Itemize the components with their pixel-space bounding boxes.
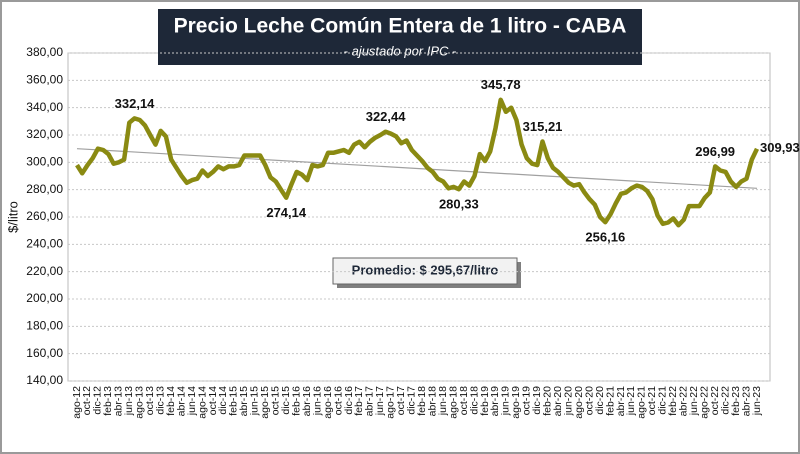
x-tick-label: oct-21 [646,386,658,415]
x-tick-label: abr-14 [175,386,187,417]
x-tick-label: ago-15 [259,386,271,419]
x-tick-label: feb-23 [730,386,742,416]
x-tick-label: ago-12 [71,386,83,419]
y-tick-label: 300,00 [26,155,63,169]
x-tick-label: jun-23 [751,386,763,416]
x-tick-label: dic-14 [217,386,229,415]
x-tick-label: dic-18 [468,386,480,415]
x-tick-label: feb-18 [416,386,428,416]
trend-line [76,148,758,189]
x-tick-label: dic-17 [406,386,418,415]
x-tick-label: ago-19 [510,386,522,419]
x-tick-label: jun-14 [186,386,198,416]
x-tick-label: feb-21 [604,386,616,416]
x-tick-label: abr-19 [489,386,501,417]
x-tick-label: oct-16 [332,386,344,415]
data-label: 280,33 [439,197,479,212]
x-tick-label: feb-16 [290,386,302,416]
y-tick-label: 160,00 [26,346,63,360]
annotation: Promedio: $ 295,67/litro [352,262,499,277]
x-tick-label: abr-13 [113,386,125,417]
x-tick-label: abr-21 [615,386,627,417]
chart-title: Precio Leche Común Entera de 1 litro - C… [174,15,627,38]
x-tick-label: dic-12 [92,386,104,415]
data-label: 309,93 [760,140,800,155]
x-tick-label: oct-18 [458,386,470,415]
y-tick-label: 260,00 [26,209,63,223]
chart-subtitle: - ajustado por IPC - [344,43,457,58]
x-tick-label: dic-21 [657,386,669,415]
x-tick-label: oct-12 [81,386,93,415]
x-tick-label: feb-15 [228,386,240,416]
x-tick-label: ago-16 [322,386,334,419]
data-label: 315,21 [523,119,563,134]
x-tick-label: abr-22 [678,386,690,417]
x-tick-label: jun-20 [562,386,574,416]
x-tick-label: oct-19 [521,386,533,415]
x-tick-label: abr-17 [364,386,376,417]
data-label: 256,16 [585,230,625,245]
x-tick-label: oct-20 [583,386,595,415]
x-tick-label: jun-13 [123,386,135,416]
x-tick-label: ago-22 [698,386,710,419]
x-tick-label: jun-16 [311,386,323,416]
annotation-box [332,257,518,285]
y-tick-label: 240,00 [26,237,63,251]
x-tick-label: ago-18 [447,386,459,419]
x-tick-label: jun-21 [625,386,637,416]
x-tick-label: jun-19 [500,386,512,416]
x-tick-label: abr-23 [740,386,752,417]
x-tick-label: abr-15 [238,386,250,417]
x-tick-label: feb-22 [667,386,679,416]
x-tick-label: oct-17 [395,386,407,415]
data-label: 274,14 [266,205,307,220]
y-tick-label: 340,00 [26,100,63,114]
x-tick-label: feb-19 [479,386,491,416]
x-tick-label: ago-20 [573,386,585,419]
x-tick-label: ago-17 [385,386,397,419]
x-tick-label: oct-22 [709,386,721,415]
x-tick-label: jun-17 [374,386,386,416]
y-tick-label: 320,00 [26,127,63,141]
data-label: 322,44 [366,109,407,124]
x-tick-label: jun-15 [249,386,261,416]
x-tick-label: jun-18 [437,386,449,416]
y-tick-label: 200,00 [26,291,63,305]
price-line [75,97,760,228]
x-tick-label: dic-20 [594,386,606,415]
x-tick-label: dic-22 [719,386,731,415]
x-tick-label: oct-13 [144,386,156,415]
x-tick-label: dic-16 [343,386,355,415]
data-label: 296,99 [695,144,735,159]
x-tick-label: dic-19 [531,386,543,415]
data-label: 345,78 [481,77,521,92]
x-tick-label: feb-14 [165,386,177,416]
y-tick-label: 180,00 [26,319,63,333]
y-tick-label: 360,00 [26,73,63,87]
y-tick-label: 380,00 [26,45,63,59]
x-tick-label: abr-18 [426,386,438,417]
x-tick-label: abr-16 [301,386,313,417]
y-tick-label: 220,00 [26,264,63,278]
x-tick-label: abr-20 [552,386,564,417]
x-tick-label: jun-22 [688,386,700,416]
x-tick-label: ago-13 [134,386,146,419]
x-tick-label: dic-15 [280,386,292,415]
x-tick-label: feb-20 [542,386,554,416]
y-tick-label: 140,00 [26,373,63,387]
x-tick-label: ago-21 [636,386,648,419]
x-tick-label: feb-13 [102,386,114,416]
title-box [158,9,642,65]
data-label: 332,14 [115,96,156,111]
y-axis-label: $/litro [5,201,20,233]
y-tick-label: 280,00 [26,182,63,196]
x-tick-label: oct-15 [270,386,282,415]
x-tick-label: feb-17 [353,386,365,416]
x-tick-label: oct-14 [207,386,219,415]
x-tick-label: ago-14 [196,386,208,419]
x-tick-label: dic-13 [154,386,166,415]
